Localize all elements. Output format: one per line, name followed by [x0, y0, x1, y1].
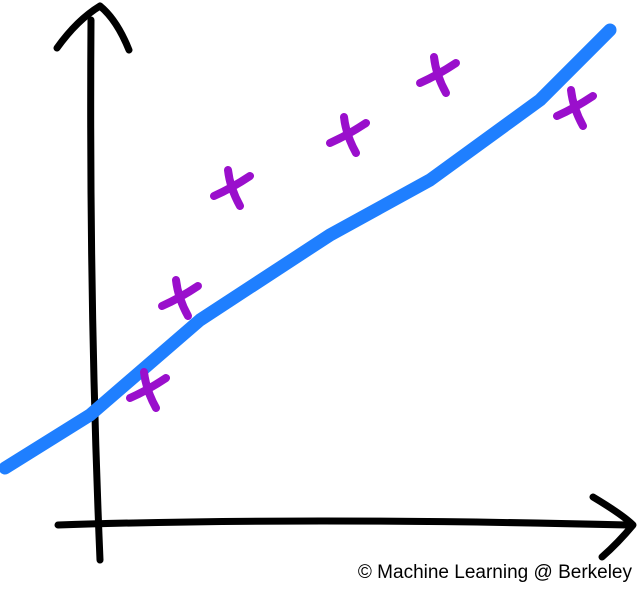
y-arrow [53, 2, 133, 54]
data-point [158, 276, 202, 320]
x-axis [54, 517, 632, 529]
x-arrow [589, 493, 637, 561]
fit-line [0, 23, 617, 475]
copyright: © Machine Learning @ Berkeley [358, 562, 633, 583]
data-point [126, 368, 170, 412]
data-point [553, 86, 597, 130]
y-axis [87, 16, 104, 564]
data-point [210, 166, 254, 210]
axes [53, 2, 637, 564]
data-point [326, 113, 370, 157]
data-point [416, 53, 460, 97]
